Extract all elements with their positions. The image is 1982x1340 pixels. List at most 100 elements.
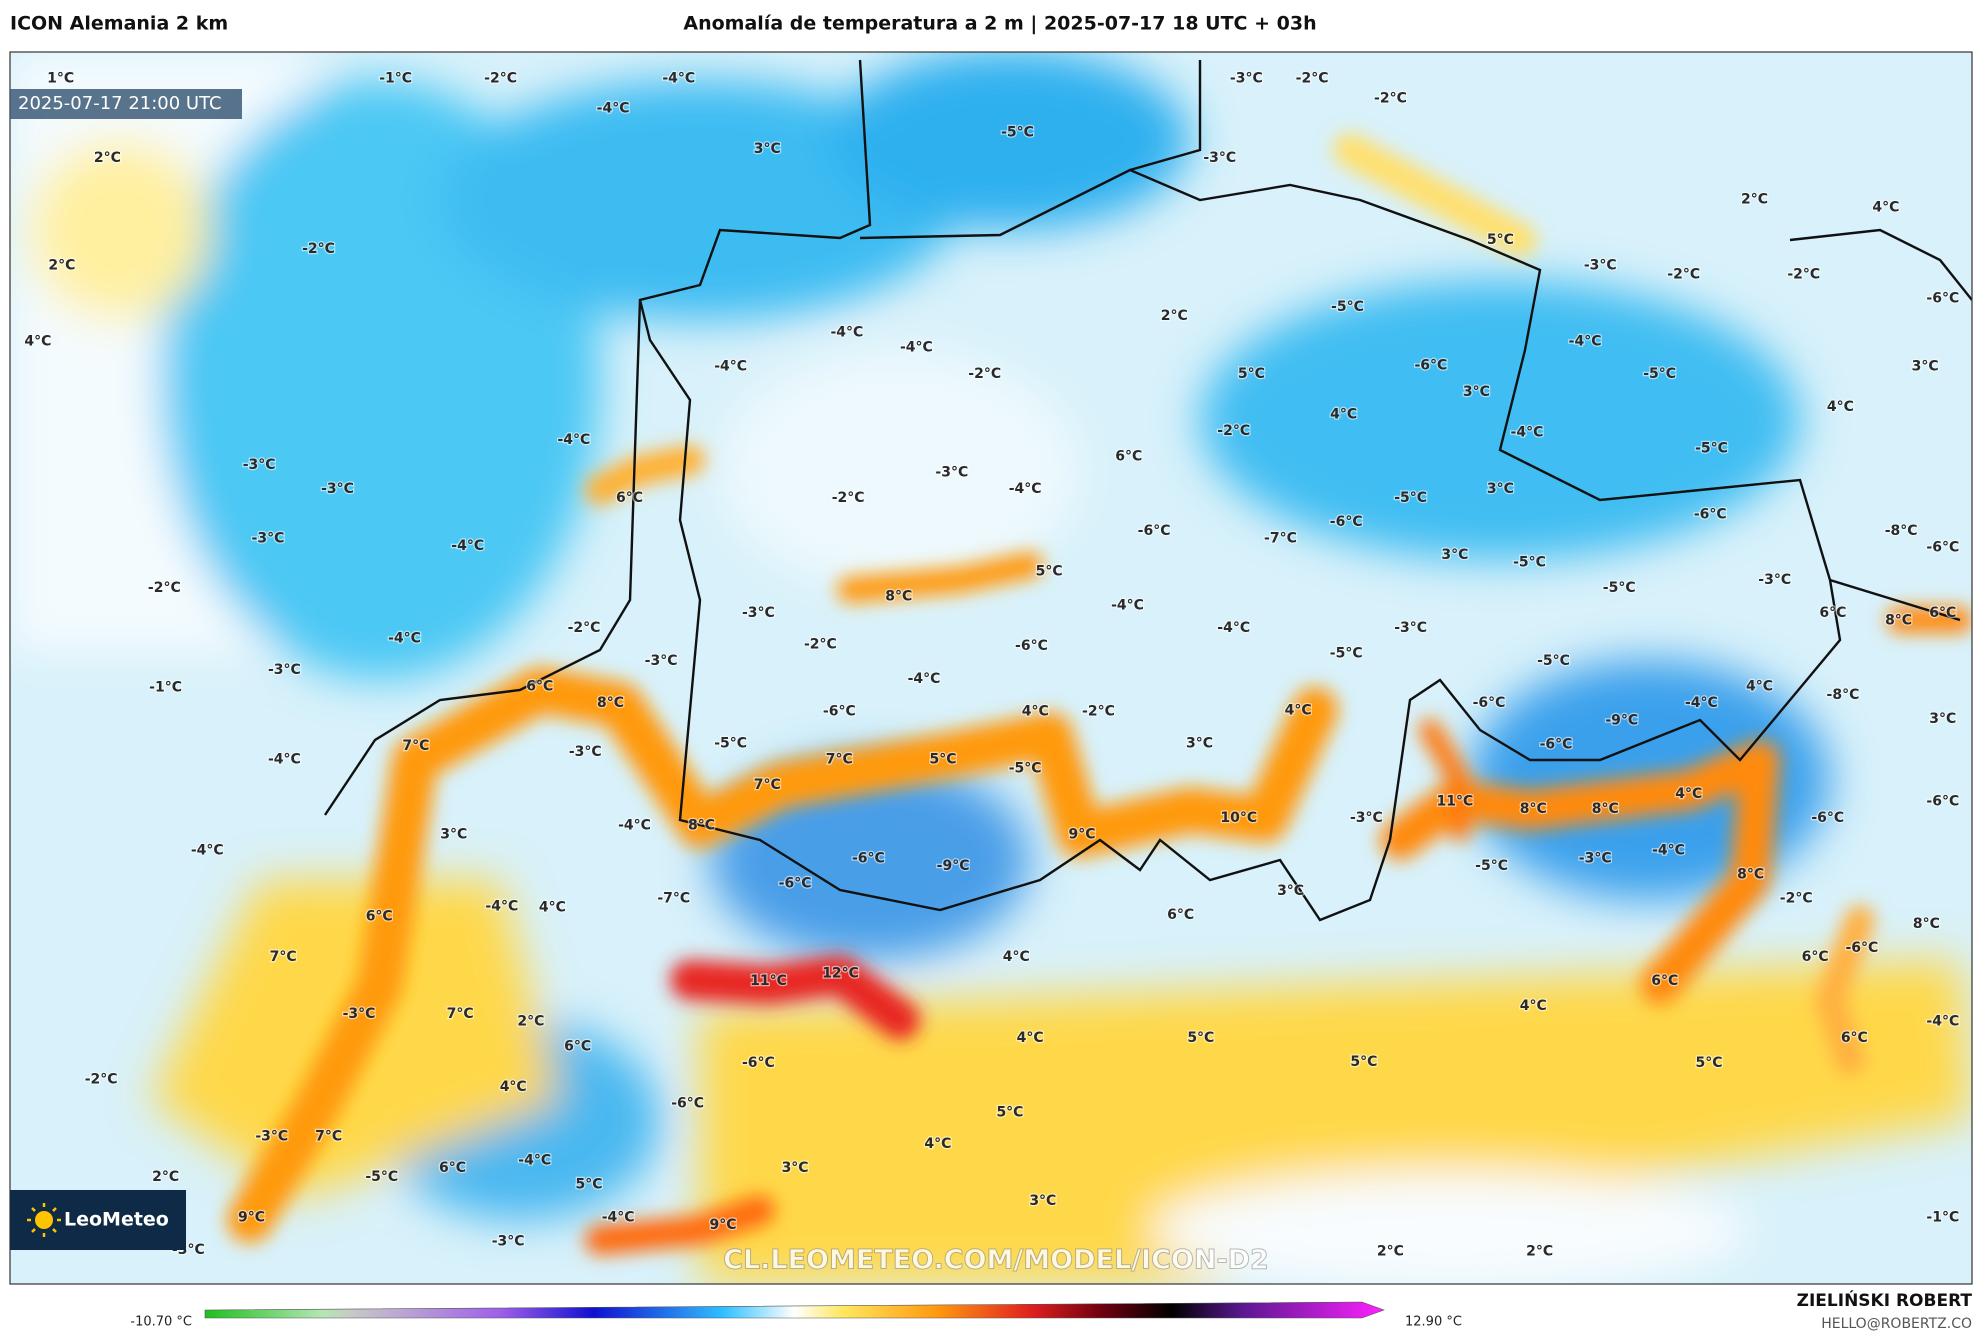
map-field [10,52,1972,1284]
temperature-label: 5°C [1350,1054,1377,1070]
temperature-label: -4°C [268,752,301,768]
temperature-label: -4°C [662,70,695,86]
valid-time: 2025-07-17 21:00 UTC [18,93,222,114]
temperature-label: 4°C [500,1079,527,1095]
temperature-label: -4°C [1685,695,1718,711]
author: ZIELIŃSKI ROBERT [1797,1289,1973,1311]
temperature-label: -5°C [1330,646,1363,662]
temperature-label: 3°C [1029,1193,1056,1209]
temperature-label: 2°C [1161,308,1188,324]
temperature-label: -6°C [1926,539,1959,555]
logo-text: LeoMeteo [64,1209,169,1231]
temperature-label: -2°C [1296,70,1329,86]
temperature-label: 4°C [1022,704,1049,720]
temperature-label: -4°C [1652,843,1685,859]
temperature-label: -2°C [302,241,335,257]
model-name: ICON Alemania 2 km [10,13,228,35]
temperature-label: -6°C [742,1055,775,1071]
temperature-label: -5°C [1475,858,1508,874]
temperature-label: -2°C [832,490,865,506]
temperature-label: -5°C [1537,653,1570,669]
temperature-label: -7°C [657,891,690,907]
temperature-label: -6°C [671,1095,704,1111]
temperature-label: -4°C [557,432,590,448]
temperature-label: -2°C [1780,891,1813,907]
temperature-label: 4°C [1872,199,1899,215]
temperature-label: -4°C [602,1209,635,1225]
temperature-label: -6°C [1015,638,1048,654]
temperature-label: -5°C [1001,125,1034,141]
temperature-label: -3°C [255,1128,288,1144]
temperature-label: 5°C [1695,1055,1722,1071]
temperature-label: 5°C [576,1176,603,1192]
colorbar-ramp [204,1301,1385,1319]
temperature-label: 5°C [1487,232,1514,248]
map-labels: 1°C -1°C -2°C -4°C -4°C 2°C 3°C -5°C -3°C -2°C -2°… [23,69,1960,1261]
temperature-label: -3°C [243,457,276,473]
temperature-label: -2°C [1082,704,1115,720]
temperature-label: 8°C [1737,867,1764,883]
temperature-label: -4°C [1511,424,1544,440]
temperature-label: -3°C [1394,620,1427,636]
temperature-label: -6°C [779,876,812,892]
temperature-label: 9°C [1069,826,1096,842]
temperature-label: -4°C [1111,597,1144,613]
temperature-label: 6°C [439,1160,466,1176]
temperature-label: -3°C [321,481,354,497]
temperature-label: -6°C [1473,695,1506,711]
temperature-label: 9°C [238,1209,265,1225]
temperature-label: -1°C [149,680,182,696]
temperature-label: 4°C [24,333,51,349]
temperature-label: -4°C [485,898,518,914]
temperature-label: -2°C [1217,423,1250,439]
time-badge [10,89,242,119]
temperature-label: -2°C [484,70,517,86]
temperature-label: -3°C [1758,572,1791,588]
temperature-label: 4°C [1746,678,1773,694]
temperature-label: 6°C [1841,1030,1868,1046]
temperature-label: -3°C [252,530,285,546]
temperature-label: 2°C [94,150,121,166]
logo-sun [35,1211,53,1229]
temperature-label: -2°C [804,637,837,653]
temperature-label: -6°C [823,704,856,720]
temperature-label: 4°C [1330,407,1357,423]
temperature-label: 3°C [1487,481,1514,497]
borders [324,59,1972,922]
temperature-label: 4°C [924,1136,951,1152]
colorbar-min: -10.70 °C [130,1315,192,1330]
temperature-label: 11°C [750,973,787,989]
temperature-label: -3°C [343,1006,376,1022]
temperature-label: -4°C [597,101,630,117]
temperature-label: -6°C [1414,357,1447,373]
temperature-label: 7°C [826,752,853,768]
temperature-label: 3°C [1441,547,1468,563]
temperature-label: 12°C [822,965,859,981]
temperature-label: 8°C [688,817,715,833]
temperature-label: 7°C [270,949,297,965]
temperature-label: -4°C [1569,333,1602,349]
temperature-label: -4°C [1009,481,1042,497]
temperature-label: 4°C [1520,998,1547,1014]
temperature-label: -3°C [569,744,602,760]
temperature-label: -3°C [645,653,678,669]
temperature-label: 3°C [754,141,781,157]
temperature-label: -3°C [1230,70,1263,86]
temperature-label: -1°C [379,70,412,86]
temperature-label: 5°C [1036,563,1063,579]
temperature-label: -5°C [1695,441,1728,457]
temperature-label: 3°C [1463,384,1490,400]
temperature-label: -3°C [1579,850,1612,866]
temperature-label: 4°C [539,900,566,916]
temperature-label: 2°C [517,1013,544,1029]
temperature-label: 5°C [996,1104,1023,1120]
temperature-label: 3°C [1929,711,1956,727]
temperature-label: -4°C [451,538,484,554]
temperature-label: 3°C [440,826,467,842]
temperature-label: 3°C [1912,359,1939,375]
temperature-label: -5°C [1643,366,1676,382]
temperature-label: -4°C [830,324,863,340]
temperature-label: -2°C [968,366,1001,382]
temperature-label: -6°C [1926,793,1959,809]
temperature-label: 7°C [754,777,781,793]
